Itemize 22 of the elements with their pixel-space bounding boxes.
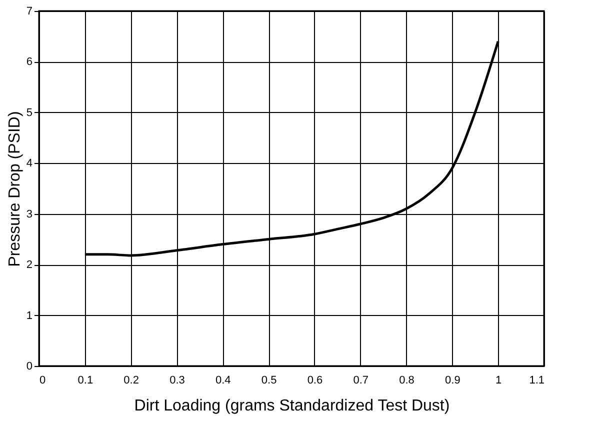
y-tick-label: 5 xyxy=(26,106,32,119)
x-axis-title: Dirt Loading (grams Standardized Test Dust) xyxy=(134,398,450,414)
y-tick-label: 7 xyxy=(26,6,32,18)
x-tick-label: 0.4 xyxy=(215,374,231,386)
y-tick-label: 3 xyxy=(26,208,32,220)
x-tick-label: 0 xyxy=(40,374,46,386)
x-tick-label: 0.6 xyxy=(307,374,323,386)
x-tick-label: 1.1 xyxy=(529,374,544,386)
y-tick-label: 4 xyxy=(26,158,32,170)
x-tick-label: 0.9 xyxy=(445,374,460,386)
x-tick-label: 0.1 xyxy=(78,374,94,386)
x-tick-label: 0.5 xyxy=(261,374,277,386)
x-tick-label: 1 xyxy=(496,374,502,386)
y-axis-title: Pressure Drop (PSID) xyxy=(6,111,24,267)
y-tick-label: 2 xyxy=(26,259,32,272)
y-tick-label: 1 xyxy=(26,310,32,322)
y-tick-label: 6 xyxy=(26,56,32,68)
x-tick-label: 0.8 xyxy=(399,374,414,386)
x-tick-label: 0.7 xyxy=(353,374,369,386)
x-tick-label: 0.2 xyxy=(124,374,139,386)
y-tick-label: 0 xyxy=(26,360,32,372)
x-tick-label: 0.3 xyxy=(170,374,185,386)
